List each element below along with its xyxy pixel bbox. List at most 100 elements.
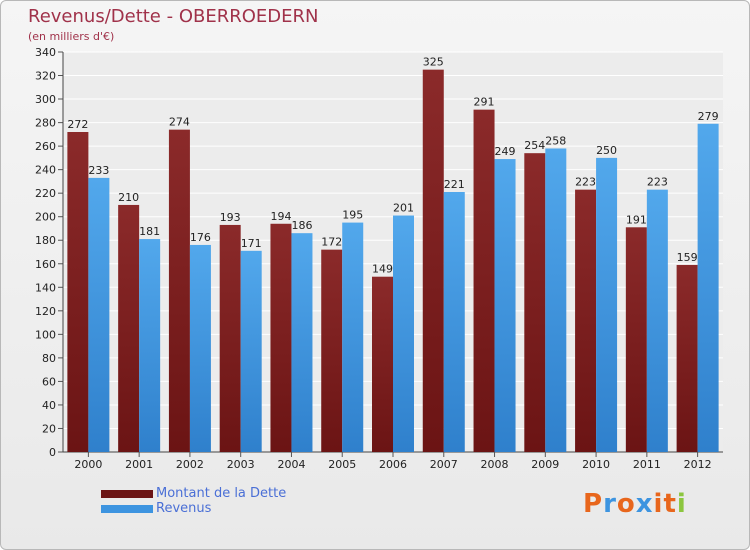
data-label: 279 [698,110,719,123]
y-tick-label: 0 [49,446,56,459]
x-tick-label: 2010 [582,458,610,471]
legend-label-revenus: Revenus [156,501,212,516]
bar-dette [524,153,546,453]
y-tick-label: 220 [35,187,56,200]
data-label: 201 [393,202,414,215]
logo-letter: P [583,489,604,519]
bar-revenus [139,239,161,452]
y-tick-label: 260 [35,140,56,153]
y-tick-label: 120 [35,305,56,318]
data-label: 193 [220,211,241,224]
x-tick-label: 2012 [684,458,712,471]
legend-item-dette: Montant de la Dette [101,486,361,502]
x-tick-label: 2006 [379,458,407,471]
y-tick-label: 60 [42,375,56,388]
y-tick-label: 300 [35,93,56,106]
bar-dette [67,132,89,452]
x-tick-label: 2005 [328,458,356,471]
bar-dette [321,249,343,452]
bar-dette [168,129,190,452]
data-label: 172 [321,236,342,249]
logo-letter: x [635,489,654,519]
data-label: 325 [423,56,444,69]
y-tick-label: 320 [35,70,56,83]
data-label: 254 [524,139,545,152]
logo-letter: r [603,489,617,519]
chart-title: Revenus/Dette - OBERROEDERN [28,6,319,27]
bar-revenus [291,233,313,452]
data-label: 149 [372,263,393,276]
x-tick-label: 2011 [633,458,661,471]
data-label: 195 [342,209,363,222]
proxiti-logo: Proxiti [583,489,687,519]
x-tick-label: 2008 [481,458,509,471]
x-tick-label: 2001 [125,458,153,471]
data-label: 171 [241,237,262,250]
y-tick-label: 160 [35,258,56,271]
y-tick-label: 240 [35,164,56,177]
data-label: 223 [575,176,596,189]
data-label: 223 [647,176,668,189]
bar-revenus [494,159,516,452]
logo-letter: t [663,489,677,519]
x-tick-label: 2003 [227,458,255,471]
bar-revenus [240,250,262,452]
bar-revenus [88,177,110,452]
logo-letter: i [653,489,664,519]
bar-revenus [545,148,567,452]
y-tick-label: 180 [35,234,56,247]
bar-dette [118,204,140,452]
y-tick-label: 20 [42,422,56,435]
bar-dette [219,224,241,452]
legend-label-dette: Montant de la Dette [156,486,287,501]
data-label: 249 [495,145,516,158]
y-tick-label: 40 [42,399,56,412]
legend-swatch-revenus [101,505,153,513]
bar-revenus [393,215,414,452]
data-label: 210 [118,191,139,204]
data-label: 233 [88,164,109,177]
bar-revenus [342,222,364,452]
x-tick-label: 2009 [531,458,559,471]
data-label: 221 [444,178,465,191]
data-label: 186 [291,219,312,232]
data-label: 291 [474,96,495,109]
bar-dette [625,227,647,452]
x-tick-label: 2004 [277,458,305,471]
bar-revenus [189,244,211,452]
bar-dette [270,223,292,452]
y-tick-label: 200 [35,211,56,224]
x-tick-label: 2007 [430,458,458,471]
data-label: 181 [139,225,160,238]
data-label: 250 [596,144,617,157]
bar-revenus [646,189,668,452]
legend: Montant de la Dette Revenus [101,486,361,517]
y-tick-label: 340 [35,46,56,59]
legend-item-revenus: Revenus [101,501,361,517]
chart-subtitle: (en milliers d'€) [28,30,115,43]
bar-dette [676,264,698,452]
x-tick-label: 2000 [74,458,102,471]
legend-swatch-dette [101,490,153,498]
data-label: 258 [545,134,566,147]
data-label: 176 [190,231,211,244]
x-tick-label: 2002 [176,458,204,471]
bar-revenus [443,192,465,452]
y-tick-label: 100 [35,328,56,341]
data-label: 274 [169,116,190,129]
y-tick-label: 280 [35,117,56,130]
data-label: 194 [270,210,291,223]
bar-dette [575,189,597,452]
data-label: 191 [626,213,647,226]
logo-letter: o [616,489,636,519]
bar-dette [422,69,444,452]
bar-revenus [596,157,618,452]
logo-letter: i [676,489,687,519]
bar-dette [473,109,495,452]
bar-revenus [697,123,719,452]
data-label: 272 [67,118,88,131]
data-label: 159 [677,251,698,264]
y-tick-label: 140 [35,281,56,294]
